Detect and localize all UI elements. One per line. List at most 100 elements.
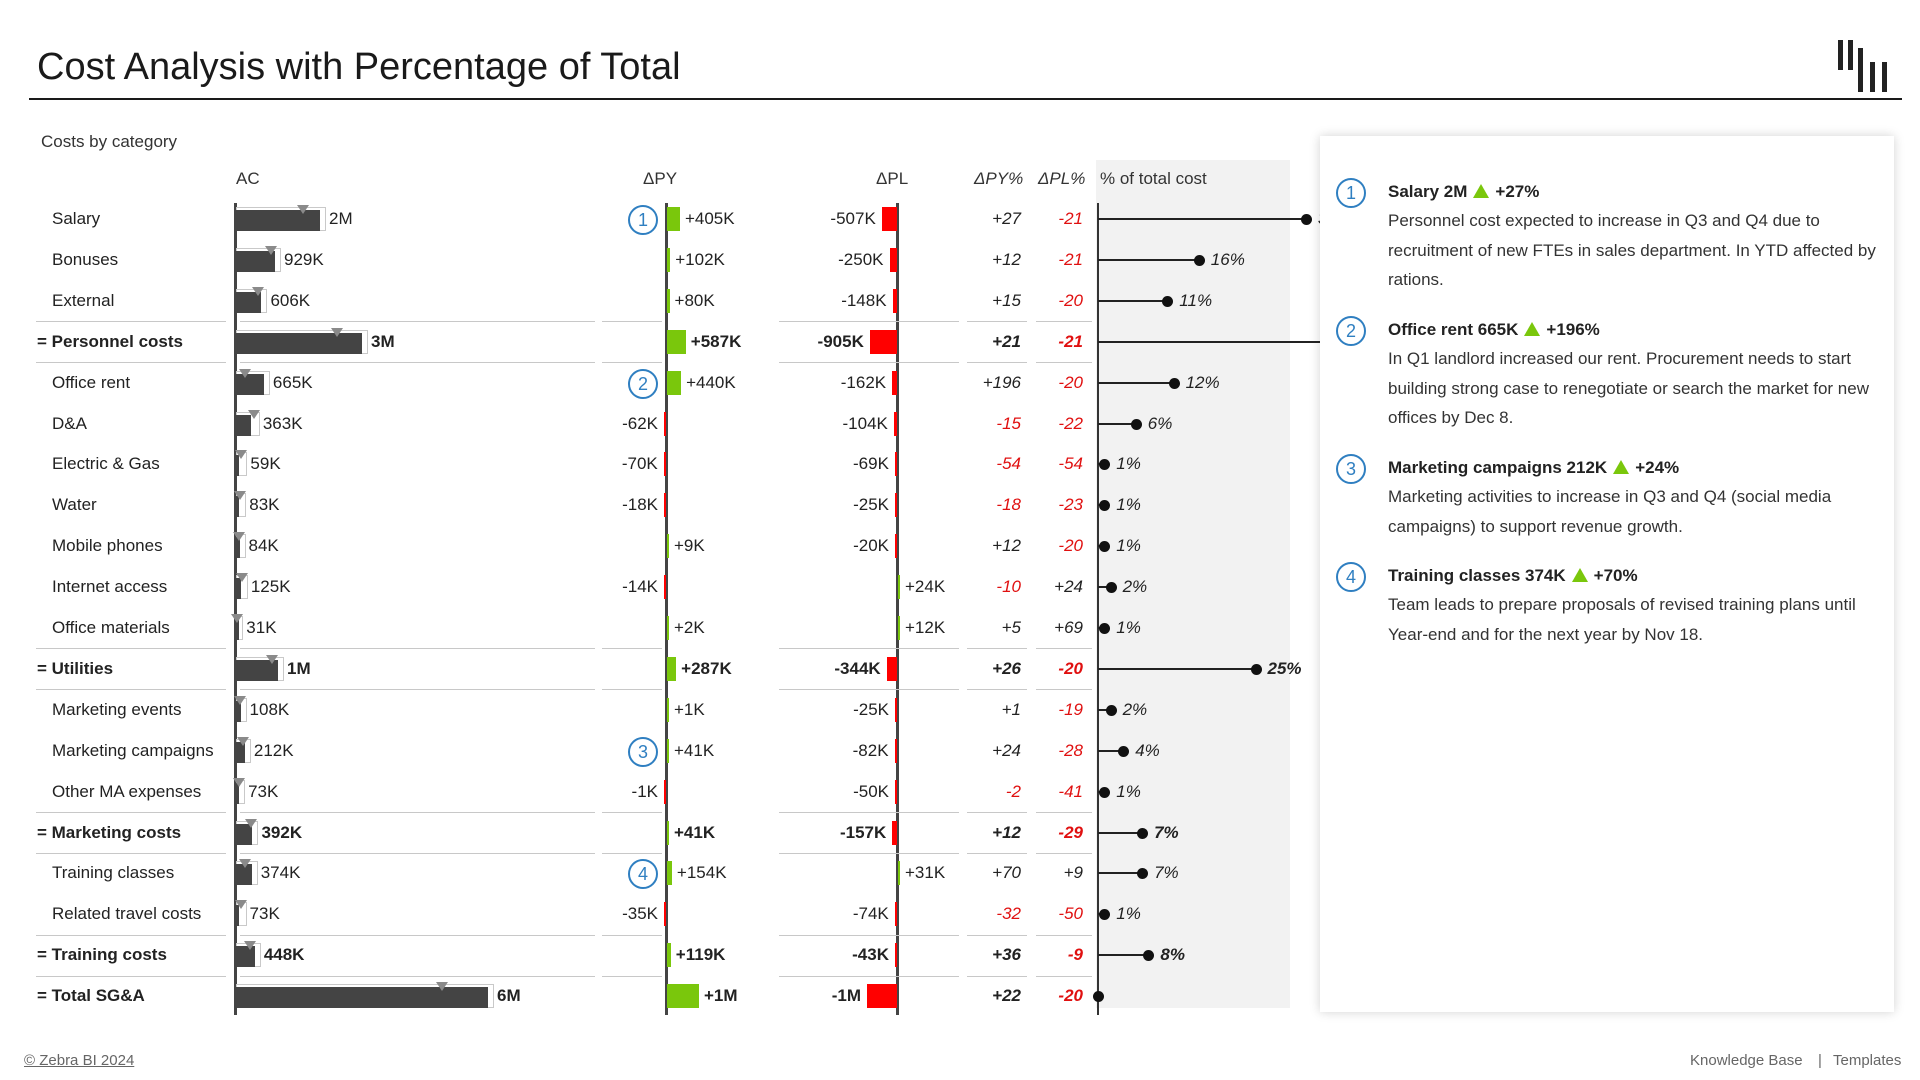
py-marker: [435, 982, 448, 992]
share-line: [1098, 340, 1476, 343]
share-dot: [1099, 786, 1111, 798]
dpl-pct: -20: [1058, 372, 1083, 392]
row-label: Training classes: [52, 863, 175, 883]
share-dot: [1143, 950, 1155, 962]
ac-value: 448K: [263, 945, 305, 965]
row-separator: [1036, 321, 1092, 323]
note-marker-1[interactable]: 1: [1336, 178, 1366, 208]
row-label: Other MA expenses: [52, 781, 202, 801]
row-separator: [602, 975, 662, 977]
dpy-bar: [667, 616, 669, 640]
knowledge-base-link[interactable]: Knowledge Base: [1690, 1052, 1803, 1069]
row-separator: [36, 812, 226, 814]
row-separator: [240, 975, 595, 977]
py-marker: [234, 695, 247, 705]
dpl-pct: -41: [1058, 781, 1083, 801]
row-separator: [240, 321, 595, 323]
dpl-bar: [895, 697, 897, 722]
row-separator: [1036, 689, 1092, 691]
note-marker-2[interactable]: 2: [1336, 316, 1366, 346]
share-dot: [1193, 254, 1205, 266]
copyright-link[interactable]: © Zebra BI 2024: [24, 1052, 135, 1069]
dpy-pct: +12: [992, 249, 1021, 269]
note-heading: Salary 2M +27%: [1388, 182, 1539, 202]
share-value: 7%: [1154, 822, 1179, 842]
dpl-value: -69K: [853, 454, 889, 474]
row-label: Mobile phones: [52, 536, 163, 556]
share-dot: [1130, 418, 1142, 430]
share-value: 1%: [1116, 536, 1141, 556]
dpl-value: -162K: [840, 372, 887, 392]
dpl-value: -25K: [853, 699, 889, 719]
dpy-value: +9K: [674, 536, 705, 556]
share-line: [1098, 422, 1136, 425]
ac-value: 2M: [329, 209, 353, 228]
dpy-bar: [667, 861, 672, 886]
note-marker-4[interactable]: 4: [1336, 562, 1366, 592]
row-label: = Marketing costs: [37, 822, 182, 842]
dpy-value: +405K: [684, 209, 735, 228]
row-label: Salary: [52, 209, 101, 228]
dpl-bar: [881, 207, 897, 231]
ac-bar: [236, 250, 276, 272]
share-value: 16%: [1210, 249, 1245, 269]
share-line: [1098, 299, 1168, 302]
dpl-value: -82K: [852, 740, 889, 760]
ac-value: 6M: [497, 986, 521, 1006]
marker-2[interactable]: 2: [628, 368, 658, 399]
dpl-pct: -20: [1058, 658, 1083, 678]
row-separator: [779, 321, 959, 323]
dpl-bar: [895, 779, 897, 804]
row-label: External: [52, 290, 115, 310]
dpl-bar: [886, 656, 897, 681]
dpy-value: +41K: [674, 822, 716, 842]
dpl-pct: +9: [1063, 863, 1083, 883]
header-dpy: ΔPY: [643, 169, 678, 188]
templates-link[interactable]: Templates: [1833, 1052, 1902, 1069]
ac-bar: [236, 700, 241, 722]
dpl-bar: [867, 984, 897, 1009]
row-separator: [1036, 975, 1092, 977]
py-marker: [234, 900, 247, 910]
row-separator: [779, 648, 959, 650]
dpy-pct: +26: [992, 658, 1021, 678]
dpy-value: +2K: [674, 618, 705, 637]
ac-bar: [236, 414, 252, 436]
title-rule: [29, 98, 1902, 100]
dpl-bar: [892, 820, 897, 845]
share-value: 2%: [1122, 699, 1148, 719]
marker-3[interactable]: 3: [628, 736, 658, 767]
ac-bar: [236, 455, 239, 477]
share-value: 1%: [1116, 904, 1141, 924]
dpy-value: +287K: [681, 658, 732, 678]
dpl-pct: -50: [1058, 904, 1083, 924]
ac-value: 84K: [248, 536, 279, 556]
dpy-pct: -2: [1005, 781, 1021, 801]
dpl-bar: [898, 575, 900, 600]
dpy-pct: +27: [992, 209, 1021, 228]
ac-value: 665K: [272, 372, 313, 392]
dpl-pct: -21: [1058, 209, 1083, 228]
py-marker: [235, 573, 248, 583]
ac-bar: [236, 210, 320, 231]
py-marker: [264, 245, 277, 255]
dpy-bar: [664, 575, 666, 600]
share-value: 6%: [1147, 413, 1173, 433]
py-marker: [265, 654, 278, 664]
dpl-bar: [898, 616, 900, 640]
py-marker: [330, 327, 343, 337]
ac-bar: [236, 373, 264, 395]
up-triangle-icon: [1473, 184, 1490, 198]
row-separator: [240, 648, 595, 650]
share-line: [1098, 708, 1111, 711]
ac-bar: [236, 823, 253, 845]
share-line: [1098, 831, 1143, 834]
ac-value: 73K: [249, 904, 280, 924]
row-separator: [602, 648, 662, 650]
marker-4[interactable]: 4: [628, 859, 658, 890]
dpl-pct: +24: [1054, 577, 1083, 597]
marker-1[interactable]: 1: [628, 205, 658, 235]
note-marker-3[interactable]: 3: [1336, 454, 1366, 484]
dpy-pct: +196: [982, 372, 1021, 392]
